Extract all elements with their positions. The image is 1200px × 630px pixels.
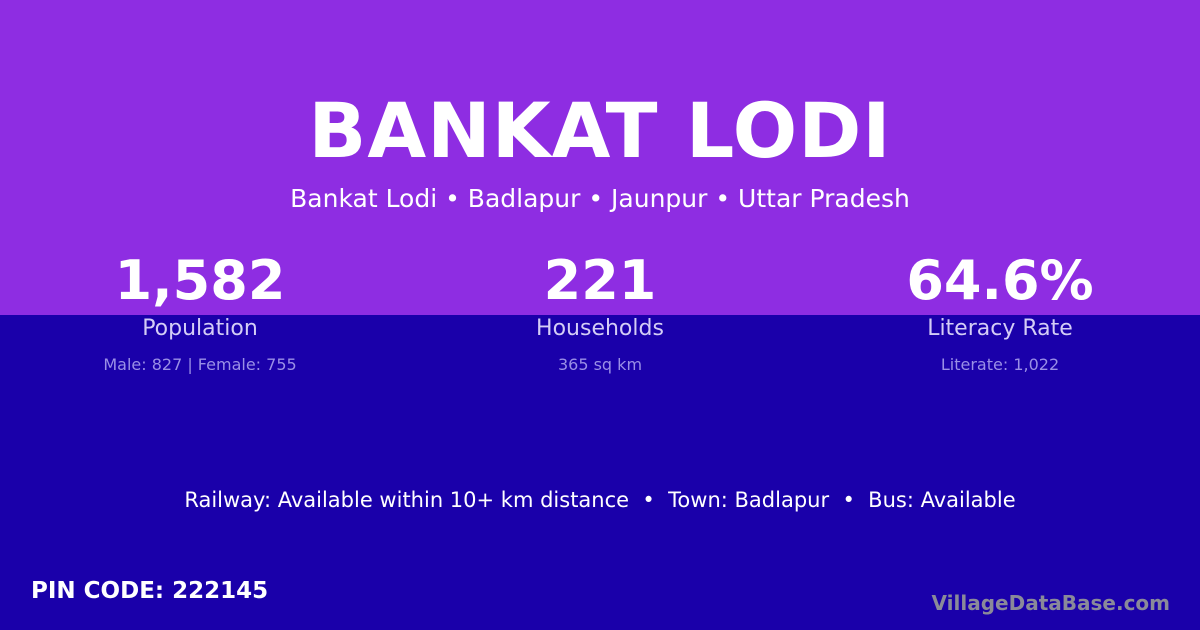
stat-value: 64.6%: [906, 249, 1094, 312]
stat-literacy: 64.6% Literacy Rate Literate: 1,022: [800, 250, 1200, 376]
stat-households: 221 Households 365 sq km: [400, 250, 800, 376]
header-background: [0, 0, 1200, 315]
pin-code: PIN CODE: 222145: [31, 578, 269, 604]
stat-detail: 365 sq km: [557, 355, 643, 374]
brand-watermark: VillageDataBase.com: [931, 591, 1170, 615]
stat-detail: Literate: 1,022: [940, 355, 1060, 374]
stat-value: 1,582: [114, 249, 286, 312]
stat-label: Population: [142, 316, 258, 341]
stat-detail: Male: 827 | Female: 755: [103, 355, 297, 374]
stat-label: Literacy Rate: [927, 316, 1073, 341]
stat-value: 221: [543, 249, 657, 312]
stat-population: 1,582 Population Male: 827 | Female: 755: [0, 250, 400, 376]
village-title: BANKAT LODI: [308, 86, 892, 175]
location-breadcrumb: Bankat Lodi • Badlapur • Jaunpur • Uttar…: [290, 184, 910, 213]
stat-label: Households: [536, 316, 664, 341]
amenities-line: Railway: Available within 10+ km distanc…: [184, 488, 1016, 512]
